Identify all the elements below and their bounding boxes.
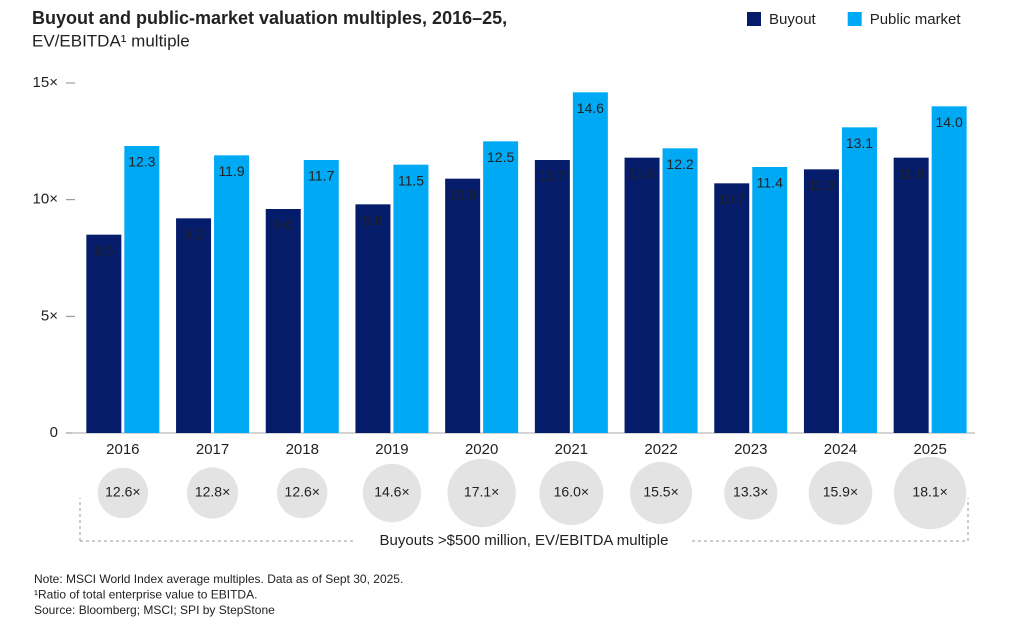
note: Note: MSCI World Index average multiples…: [34, 572, 403, 586]
x-tick-label: 2022: [644, 441, 677, 458]
data-label: 9.6: [274, 217, 294, 233]
circle-label: 12.6×: [105, 484, 140, 500]
buyout-circle: [447, 458, 516, 528]
data-label: 11.8: [898, 165, 924, 181]
bar: [714, 183, 750, 433]
x-tick-label: 2019: [375, 441, 408, 458]
bar: [303, 160, 339, 433]
note: ¹Ratio of total enterprise value to EBIT…: [34, 588, 257, 602]
bar: [445, 178, 481, 433]
legend-label: Public market: [870, 11, 962, 28]
data-label: 11.7: [308, 168, 334, 184]
bar: [893, 157, 929, 433]
buyout-circle: [808, 461, 873, 525]
circle-label: 16.0×: [554, 484, 589, 500]
circle-label: 12.8×: [195, 484, 230, 500]
data-label: 10.9: [449, 186, 476, 202]
circle-label: 18.1×: [912, 484, 947, 500]
y-tick-label: 5×: [41, 307, 58, 324]
data-label: 11.3: [808, 177, 834, 193]
bar: [483, 141, 519, 434]
legend-swatch: [847, 12, 862, 26]
buyout-circle: [893, 456, 967, 530]
data-label: 12.2: [666, 156, 693, 172]
bar: [572, 92, 608, 433]
note: Source: Bloomberg; MSCI; SPI by StepSton…: [34, 603, 275, 617]
data-label: 11.7: [539, 168, 565, 184]
bar: [662, 148, 698, 434]
x-tick-label: 2024: [824, 441, 857, 458]
data-label: 11.5: [398, 172, 424, 188]
data-label: 12.5: [487, 149, 514, 165]
y-tick-label: 0: [50, 424, 58, 441]
data-label: 11.9: [218, 163, 244, 179]
buyout-circle: [630, 462, 693, 524]
bar: [534, 160, 570, 433]
circle-label: 17.1×: [464, 484, 499, 500]
bar: [355, 204, 391, 433]
circle-label: 13.3×: [733, 484, 768, 500]
bar: [931, 106, 967, 433]
bar: [265, 209, 301, 433]
x-tick-label: 2020: [465, 441, 498, 458]
bar: [214, 155, 250, 434]
buyout-circle: [97, 467, 149, 519]
x-tick-label: 2016: [106, 441, 139, 458]
data-label: 14.0: [936, 114, 963, 130]
x-tick-label: 2018: [286, 441, 319, 458]
data-label: 9.8: [363, 212, 383, 228]
data-label: 8.5: [94, 242, 114, 258]
data-label: 12.3: [128, 154, 155, 170]
x-tick-label: 2021: [555, 441, 588, 458]
x-tick-label: 2017: [196, 441, 229, 458]
bar: [393, 164, 429, 433]
data-label: 11.4: [757, 175, 783, 191]
bracket-label: Buyouts >$500 million, EV/EBITDA multipl…: [380, 532, 669, 549]
data-label: 9.2: [184, 226, 204, 242]
legend-label: Buyout: [769, 11, 817, 28]
x-tick-label: 2025: [913, 441, 946, 458]
circle-label: 12.6×: [285, 484, 320, 500]
y-tick-label: 15×: [33, 74, 58, 91]
buyout-circle: [277, 467, 328, 519]
data-label: 11.8: [629, 165, 655, 181]
circle-label: 15.5×: [643, 484, 678, 500]
buyout-circle: [724, 466, 778, 520]
x-tick-label: 2023: [734, 441, 767, 458]
bar: [124, 146, 160, 433]
data-label: 13.1: [846, 135, 873, 151]
buyout-circle: [539, 461, 604, 525]
chart-subtitle: EV/EBITDA¹ multiple: [32, 31, 190, 50]
bar: [803, 169, 839, 434]
bar: [176, 218, 212, 433]
bar: [752, 167, 788, 433]
buyout-circle: [186, 467, 239, 519]
bar: [624, 157, 660, 433]
bar: [841, 127, 877, 433]
bar: [86, 234, 122, 433]
bracket-label-bg: [356, 530, 692, 552]
data-label: 10.7: [718, 191, 745, 207]
data-label: 14.6: [577, 100, 604, 116]
buyout-circle: [362, 463, 422, 523]
y-tick-label: 10×: [33, 191, 58, 208]
chart-title: Buyout and public-market valuation multi…: [32, 8, 507, 28]
circle-label: 15.9×: [823, 484, 858, 500]
circle-label: 14.6×: [374, 484, 409, 500]
legend-swatch: [747, 12, 761, 26]
